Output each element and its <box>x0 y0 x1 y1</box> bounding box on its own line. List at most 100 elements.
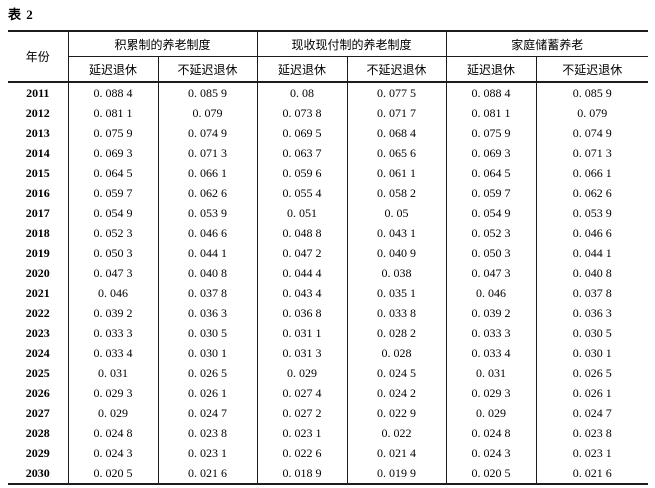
table-row: 2028 0. 024 8 0. 023 8 0. 023 1 0. 022 0. 024… <box>8 423 649 443</box>
year-cell: 2017 <box>8 203 69 223</box>
value-cell: 0. 022 6 <box>256 443 348 463</box>
value-cell: 0. 054 9 <box>445 203 537 223</box>
column-header-acc-delayed: 延迟退休 <box>67 56 158 83</box>
table-label: 表 2 <box>8 7 34 22</box>
value-cell: 0. 033 4 <box>445 343 537 363</box>
value-cell: 0. 019 9 <box>346 463 447 484</box>
table-row: 2015 0. 064 5 0. 066 1 0. 059 6 0. 061 1 0. 0… <box>8 163 649 183</box>
table-row: 2021 0. 046 0. 037 8 0. 043 4 0. 035 1 0. 046… <box>8 283 649 303</box>
table-body: 2011 0. 088 4 0. 085 9 0. 08 0. 077 5 0. 088 … <box>8 82 649 484</box>
year-cell: 2012 <box>8 103 69 123</box>
value-cell: 0. 069 3 <box>445 143 537 163</box>
value-cell: 0. 077 5 <box>346 82 447 103</box>
value-cell: 0. 028 <box>346 343 447 363</box>
year-cell: 2015 <box>8 163 69 183</box>
value-cell: 0. 039 2 <box>445 303 537 323</box>
value-cell: 0. 048 8 <box>256 223 348 243</box>
table-row: 2029 0. 024 3 0. 023 1 0. 022 6 0. 021 4 0. 0… <box>8 443 649 463</box>
value-cell: 0. 020 5 <box>67 463 158 484</box>
value-cell: 0. 035 1 <box>346 283 447 303</box>
value-cell: 0. 046 <box>445 283 537 303</box>
value-cell: 0. 031 1 <box>256 323 348 343</box>
column-group-payg-pension: 现收现付制的养老制度 <box>256 31 447 57</box>
value-cell: 0. 050 3 <box>445 243 537 263</box>
value-cell: 0. 021 6 <box>535 463 649 484</box>
value-cell: 0. 022 <box>346 423 447 443</box>
value-cell: 0. 021 6 <box>157 463 258 484</box>
column-header-year: 年份 <box>8 31 69 83</box>
year-cell: 2024 <box>8 343 69 363</box>
value-cell: 0. 059 7 <box>67 183 158 203</box>
table-row: 2011 0. 088 4 0. 085 9 0. 08 0. 077 5 0. 088 … <box>8 82 649 103</box>
value-cell: 0. 024 2 <box>346 383 447 403</box>
value-cell: 0. 044 1 <box>535 243 649 263</box>
value-cell: 0. 081 1 <box>445 103 537 123</box>
value-cell: 0. 046 6 <box>535 223 649 243</box>
table-row: 2016 0. 059 7 0. 062 6 0. 055 4 0. 058 2 0. 0… <box>8 183 649 203</box>
value-cell: 0. 026 1 <box>535 383 649 403</box>
value-cell: 0. 039 2 <box>67 303 158 323</box>
column-header-payg-not-delayed: 不延迟退休 <box>346 56 447 83</box>
value-cell: 0. 026 5 <box>157 363 258 383</box>
value-cell: 0. 030 5 <box>157 323 258 343</box>
value-cell: 0. 069 3 <box>67 143 158 163</box>
value-cell: 0. 023 1 <box>256 423 348 443</box>
value-cell: 0. 040 8 <box>157 263 258 283</box>
value-cell: 0. 029 3 <box>67 383 158 403</box>
column-group-accumulation-pension: 积累制的养老制度 <box>67 31 258 57</box>
value-cell: 0. 059 7 <box>445 183 537 203</box>
value-cell: 0. 050 3 <box>67 243 158 263</box>
value-cell: 0. 063 7 <box>256 143 348 163</box>
table-row: 2030 0. 020 5 0. 021 6 0. 018 9 0. 019 9 0. 0… <box>8 463 649 484</box>
value-cell: 0. 047 2 <box>256 243 348 263</box>
value-cell: 0. 023 1 <box>535 443 649 463</box>
table-row: 2022 0. 039 2 0. 036 3 0. 036 8 0. 033 8 0. 0… <box>8 303 649 323</box>
value-cell: 0. 046 <box>67 283 158 303</box>
value-cell: 0. 028 2 <box>346 323 447 343</box>
value-cell: 0. 029 <box>445 403 537 423</box>
table-row: 2024 0. 033 4 0. 030 1 0. 031 3 0. 028 0. 033… <box>8 343 649 363</box>
value-cell: 0. 044 4 <box>256 263 348 283</box>
table-row: 2019 0. 050 3 0. 044 1 0. 047 2 0. 040 9 0. 0… <box>8 243 649 263</box>
value-cell: 0. 040 8 <box>535 263 649 283</box>
value-cell: 0. 024 8 <box>67 423 158 443</box>
value-cell: 0. 031 3 <box>256 343 348 363</box>
value-cell: 0. 065 6 <box>346 143 447 163</box>
value-cell: 0. 068 4 <box>346 123 447 143</box>
value-cell: 0. 031 <box>67 363 158 383</box>
value-cell: 0. 075 9 <box>445 123 537 143</box>
value-cell: 0. 061 1 <box>346 163 447 183</box>
value-cell: 0. 044 1 <box>157 243 258 263</box>
column-header-family-not-delayed: 不延迟退休 <box>535 56 649 83</box>
pension-replacement-table: 年份 积累制的养老制度 现收现付制的养老制度 家庭储蓄养老 延迟退休 不延迟退休… <box>8 30 649 485</box>
value-cell: 0. 036 3 <box>157 303 258 323</box>
column-header-payg-delayed: 延迟退休 <box>256 56 348 83</box>
value-cell: 0. 024 5 <box>346 363 447 383</box>
value-cell: 0. 024 8 <box>445 423 537 443</box>
value-cell: 0. 059 6 <box>256 163 348 183</box>
value-cell: 0. 079 <box>535 103 649 123</box>
value-cell: 0. 074 9 <box>157 123 258 143</box>
value-cell: 0. 046 6 <box>157 223 258 243</box>
value-cell: 0. 033 8 <box>346 303 447 323</box>
value-cell: 0. 036 3 <box>535 303 649 323</box>
value-cell: 0. 051 <box>256 203 348 223</box>
value-cell: 0. 024 7 <box>157 403 258 423</box>
value-cell: 0. 023 8 <box>535 423 649 443</box>
table-row: 2025 0. 031 0. 026 5 0. 029 0. 024 5 0. 031 0.… <box>8 363 649 383</box>
value-cell: 0. 038 <box>346 263 447 283</box>
value-cell: 0. 020 5 <box>445 463 537 484</box>
value-cell: 0. 047 3 <box>67 263 158 283</box>
year-cell: 2023 <box>8 323 69 343</box>
value-cell: 0. 088 4 <box>445 82 537 103</box>
year-cell: 2011 <box>8 82 69 103</box>
header-sub-row: 延迟退休 不延迟退休 延迟退休 不延迟退休 延迟退休 不延迟退休 <box>8 56 649 83</box>
value-cell: 0. 085 9 <box>535 82 649 103</box>
table-row: 2013 0. 075 9 0. 074 9 0. 069 5 0. 068 4 0. 0… <box>8 123 649 143</box>
value-cell: 0. 030 1 <box>535 343 649 363</box>
value-cell: 0. 075 9 <box>67 123 158 143</box>
year-cell: 2028 <box>8 423 69 443</box>
value-cell: 0. 037 8 <box>157 283 258 303</box>
value-cell: 0. 05 <box>346 203 447 223</box>
